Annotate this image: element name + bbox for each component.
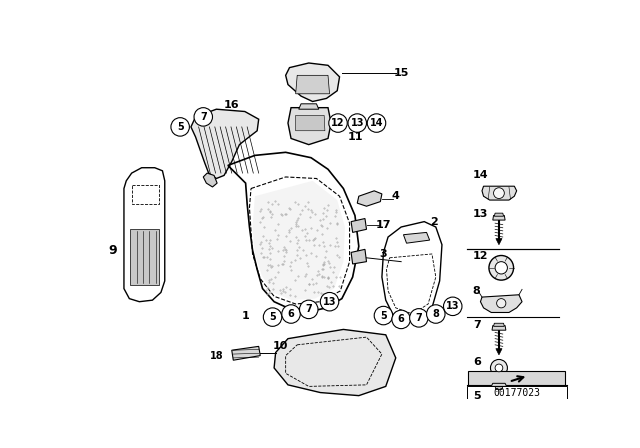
Text: 5: 5 [380, 310, 387, 321]
Polygon shape [482, 186, 516, 200]
Text: 7: 7 [305, 304, 312, 314]
Polygon shape [468, 371, 565, 385]
Text: 13: 13 [323, 297, 336, 307]
Circle shape [300, 300, 318, 319]
Polygon shape [274, 329, 396, 396]
Circle shape [329, 114, 348, 132]
Text: 16: 16 [224, 100, 239, 110]
Polygon shape [296, 116, 325, 131]
Polygon shape [130, 229, 159, 285]
Text: 5: 5 [177, 122, 184, 132]
Circle shape [367, 114, 386, 132]
Text: 17: 17 [376, 220, 391, 230]
Text: 13: 13 [351, 118, 364, 128]
Circle shape [320, 293, 339, 311]
Text: 5: 5 [269, 312, 276, 322]
Polygon shape [357, 191, 382, 206]
Text: 5: 5 [473, 392, 481, 401]
Text: 10: 10 [273, 341, 288, 351]
Circle shape [497, 299, 506, 308]
Text: 3: 3 [380, 249, 387, 259]
Text: 6: 6 [287, 309, 294, 319]
Polygon shape [285, 63, 340, 102]
Circle shape [489, 255, 513, 280]
Circle shape [194, 108, 212, 126]
Circle shape [495, 364, 503, 372]
Text: 14: 14 [370, 118, 383, 128]
Bar [467, 386, 566, 399]
Text: 00177023: 00177023 [493, 388, 540, 397]
Polygon shape [351, 219, 367, 233]
Polygon shape [299, 104, 319, 109]
Circle shape [282, 305, 300, 323]
Circle shape [427, 305, 445, 323]
Polygon shape [492, 326, 506, 330]
Polygon shape [403, 233, 429, 243]
Text: 14: 14 [473, 170, 488, 181]
Text: 13: 13 [446, 302, 460, 311]
Text: 18: 18 [211, 351, 224, 361]
Circle shape [263, 308, 282, 326]
Text: 4: 4 [392, 191, 400, 201]
Text: 15: 15 [394, 68, 409, 78]
Circle shape [171, 118, 189, 136]
Polygon shape [191, 109, 259, 178]
Polygon shape [496, 238, 502, 245]
Text: 11: 11 [348, 132, 363, 142]
Text: 1: 1 [242, 310, 250, 321]
Polygon shape [288, 108, 331, 145]
Polygon shape [481, 295, 522, 313]
Polygon shape [253, 181, 345, 300]
Polygon shape [204, 173, 217, 187]
Text: 2: 2 [430, 217, 438, 227]
Text: 12: 12 [332, 118, 345, 128]
Circle shape [410, 309, 428, 327]
Circle shape [490, 359, 508, 376]
Polygon shape [232, 346, 260, 360]
Text: 7: 7 [415, 313, 422, 323]
Text: 7: 7 [473, 320, 481, 330]
Polygon shape [493, 215, 505, 220]
Text: 9: 9 [108, 244, 116, 257]
Circle shape [493, 188, 504, 198]
Polygon shape [351, 250, 367, 264]
Polygon shape [495, 386, 503, 389]
Circle shape [392, 310, 410, 329]
Text: 13: 13 [473, 209, 488, 219]
Circle shape [374, 306, 393, 325]
Circle shape [495, 262, 508, 274]
Text: 6: 6 [473, 357, 481, 367]
Circle shape [348, 114, 367, 132]
Polygon shape [296, 75, 330, 94]
Polygon shape [493, 323, 504, 326]
Text: 12: 12 [473, 250, 488, 260]
Text: 7: 7 [200, 112, 207, 122]
Text: 6: 6 [398, 314, 404, 324]
Circle shape [444, 297, 462, 315]
Text: 8: 8 [433, 309, 439, 319]
Polygon shape [496, 349, 502, 355]
Polygon shape [492, 383, 507, 386]
Polygon shape [494, 213, 504, 216]
Text: 8: 8 [473, 286, 481, 296]
